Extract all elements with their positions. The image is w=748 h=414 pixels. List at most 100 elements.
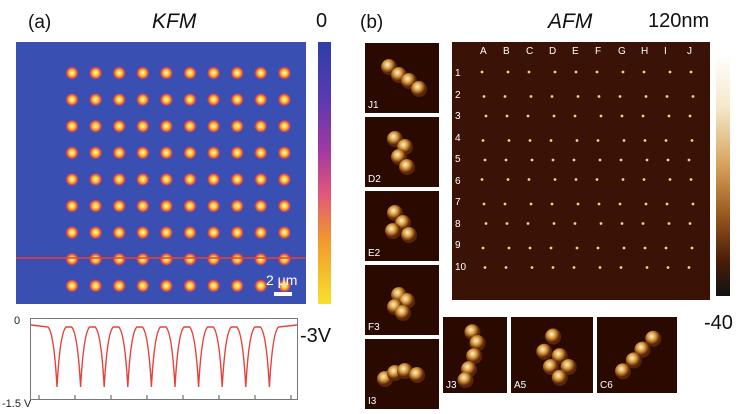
kfm-dot — [277, 226, 291, 240]
afm-title: AFM — [548, 10, 593, 33]
afm-particle — [690, 246, 694, 250]
afm-particle — [687, 158, 691, 162]
kfm-dot — [230, 252, 244, 266]
kfm-dot — [254, 199, 268, 213]
kfm-dot — [112, 172, 126, 186]
kfm-dot — [112, 226, 126, 240]
afm-particle — [688, 114, 692, 118]
particle — [536, 343, 553, 360]
afm-particle — [641, 222, 645, 225]
afm-particle — [645, 158, 649, 162]
afm-colorbar-bottom-label: -40 — [704, 312, 733, 334]
kfm-dot — [65, 252, 79, 266]
kfm-dot — [183, 66, 197, 80]
kfm-dot — [89, 172, 103, 186]
kfm-dot — [159, 93, 173, 107]
kfm-dot — [136, 226, 150, 240]
afm-particle — [620, 222, 624, 225]
particle — [551, 348, 568, 365]
kfm-dot — [136, 119, 150, 133]
afm-column-label: C — [526, 46, 534, 57]
afm-particle — [482, 95, 486, 98]
afm-particle — [645, 266, 649, 269]
kfm-dot — [277, 252, 291, 266]
kfm-dot — [230, 172, 244, 186]
afm-column-label: D — [549, 46, 557, 57]
afm-particle — [573, 222, 577, 225]
afm-particle — [665, 202, 669, 206]
afm-particle — [484, 222, 488, 225]
kfm-dot — [136, 146, 150, 160]
afm-particle — [527, 178, 531, 181]
particle — [457, 371, 474, 388]
kfm-dot — [159, 279, 173, 293]
kfm-dot — [136, 66, 150, 80]
kfm-dot — [183, 226, 197, 240]
kfm-colorbar-bottom-label: -3V — [300, 325, 332, 347]
afm-column-label: I — [664, 46, 667, 57]
afm-particle — [667, 114, 671, 118]
kfm-dot — [89, 252, 103, 266]
afm-particle — [481, 246, 485, 250]
kfm-dot — [183, 252, 197, 266]
profile-y-top: 0 — [14, 315, 21, 327]
kfm-dot — [183, 199, 197, 213]
afm-particle — [620, 114, 624, 118]
afm-particle — [641, 114, 645, 118]
afm-particle — [689, 70, 693, 74]
afm-particle — [643, 246, 647, 250]
afm-particle — [666, 158, 670, 162]
afm-particle — [576, 202, 580, 206]
afm-particle — [572, 266, 576, 269]
afm-particle — [643, 139, 647, 142]
kfm-dot — [89, 119, 103, 133]
afm-particle — [664, 139, 668, 142]
kfm-dot — [277, 119, 291, 133]
kfm-dot — [230, 93, 244, 107]
afm-particle — [572, 158, 576, 162]
afm-particle — [504, 266, 508, 269]
kfm-dot — [112, 199, 126, 213]
kfm-dot — [159, 66, 173, 80]
kfm-dot — [89, 66, 103, 80]
particle — [409, 367, 425, 383]
kfm-dot — [183, 279, 197, 293]
afm-particle — [552, 114, 556, 118]
afm-particle — [574, 178, 578, 181]
thumbnail-label: A5 — [514, 380, 527, 391]
afm-row-label: 8 — [455, 218, 461, 230]
thumbnail-label: F3 — [368, 322, 380, 333]
scale-bar-label: 2 μm — [266, 272, 298, 288]
kfm-dot — [112, 146, 126, 160]
kfm-dot — [183, 93, 197, 107]
kfm-dot — [159, 172, 173, 186]
particle — [645, 330, 662, 347]
particle — [466, 348, 483, 365]
particle — [634, 341, 651, 358]
afm-particle — [481, 139, 485, 142]
particle — [551, 369, 568, 386]
particle — [542, 358, 559, 375]
afm-particle — [621, 70, 625, 74]
kfm-dot-array — [16, 66, 306, 293]
particle — [395, 305, 411, 321]
afm-row-label: 6 — [455, 175, 461, 187]
cluster-thumbnail: A5 — [510, 316, 594, 394]
afm-particle — [550, 202, 554, 206]
afm-particle — [690, 139, 694, 142]
afm-particle — [599, 222, 603, 225]
afm-particle — [573, 114, 577, 118]
afm-column-label: G — [618, 46, 626, 57]
kfm-dot — [183, 119, 197, 133]
afm-particle — [527, 70, 531, 74]
afm-particle — [480, 178, 484, 181]
afm-particle — [598, 158, 602, 162]
afm-particle — [482, 202, 486, 206]
kfm-dot — [183, 172, 197, 186]
kfm-dot — [207, 226, 221, 240]
afm-row-label: 4 — [455, 132, 461, 144]
kfm-dot — [89, 199, 103, 213]
particle — [411, 81, 427, 97]
afm-particle — [503, 95, 507, 98]
afm-particle — [504, 158, 508, 162]
